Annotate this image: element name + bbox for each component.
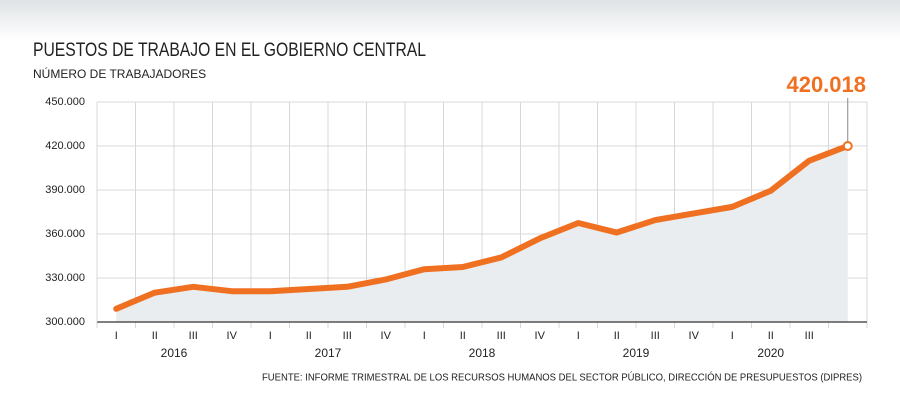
year-label: 2017 bbox=[315, 346, 342, 360]
year-label: 2020 bbox=[757, 346, 784, 360]
chart-subtitle: NÚMERO DE TRABAJADORES bbox=[33, 66, 206, 81]
y-tick-label: 420.000 bbox=[45, 140, 85, 152]
y-tick-label: 450.000 bbox=[45, 96, 85, 108]
value-label: 420.018 bbox=[786, 72, 866, 97]
x-tick-label: IV bbox=[535, 330, 546, 342]
x-tick-label: IV bbox=[227, 330, 238, 342]
line bbox=[113, 142, 851, 312]
y-tick-label: 300.000 bbox=[45, 316, 85, 328]
x-tick-label: III bbox=[343, 330, 352, 342]
x-tick-label: II bbox=[306, 330, 312, 342]
x-tick-label: III bbox=[805, 330, 814, 342]
chart-title: PUESTOS DE TRABAJO EN EL GOBIERNO CENTRA… bbox=[33, 40, 426, 61]
header-band bbox=[0, 0, 900, 40]
year-label: 2016 bbox=[161, 346, 188, 360]
x-tick-label: II bbox=[614, 330, 620, 342]
y-tick-label: 360.000 bbox=[45, 228, 85, 240]
x-tick-label: III bbox=[497, 330, 506, 342]
x-tick-label: III bbox=[651, 330, 660, 342]
year-label: 2018 bbox=[469, 346, 496, 360]
point bbox=[842, 140, 853, 151]
y-tick-label: 390.000 bbox=[45, 184, 85, 196]
x-tick-label: I bbox=[269, 330, 272, 342]
year-label: 2019 bbox=[623, 346, 650, 360]
x-tick-label: I bbox=[115, 330, 118, 342]
x-tick-label: I bbox=[731, 330, 734, 342]
x-tick-label: II bbox=[152, 330, 158, 342]
x-tick-label: II bbox=[768, 330, 774, 342]
x-tick-label: I bbox=[423, 330, 426, 342]
x-tick-label: IV bbox=[689, 330, 700, 342]
x-tick-label: II bbox=[460, 330, 466, 342]
source-note: FUENTE: INFORME TRIMESTRAL DE LOS RECURS… bbox=[262, 371, 862, 384]
area bbox=[116, 145, 848, 322]
x-tick-label: I bbox=[577, 330, 580, 342]
x-tick-label: III bbox=[189, 330, 198, 342]
x-tick-label: IV bbox=[381, 330, 392, 342]
y-tick-label: 330.000 bbox=[45, 272, 85, 284]
